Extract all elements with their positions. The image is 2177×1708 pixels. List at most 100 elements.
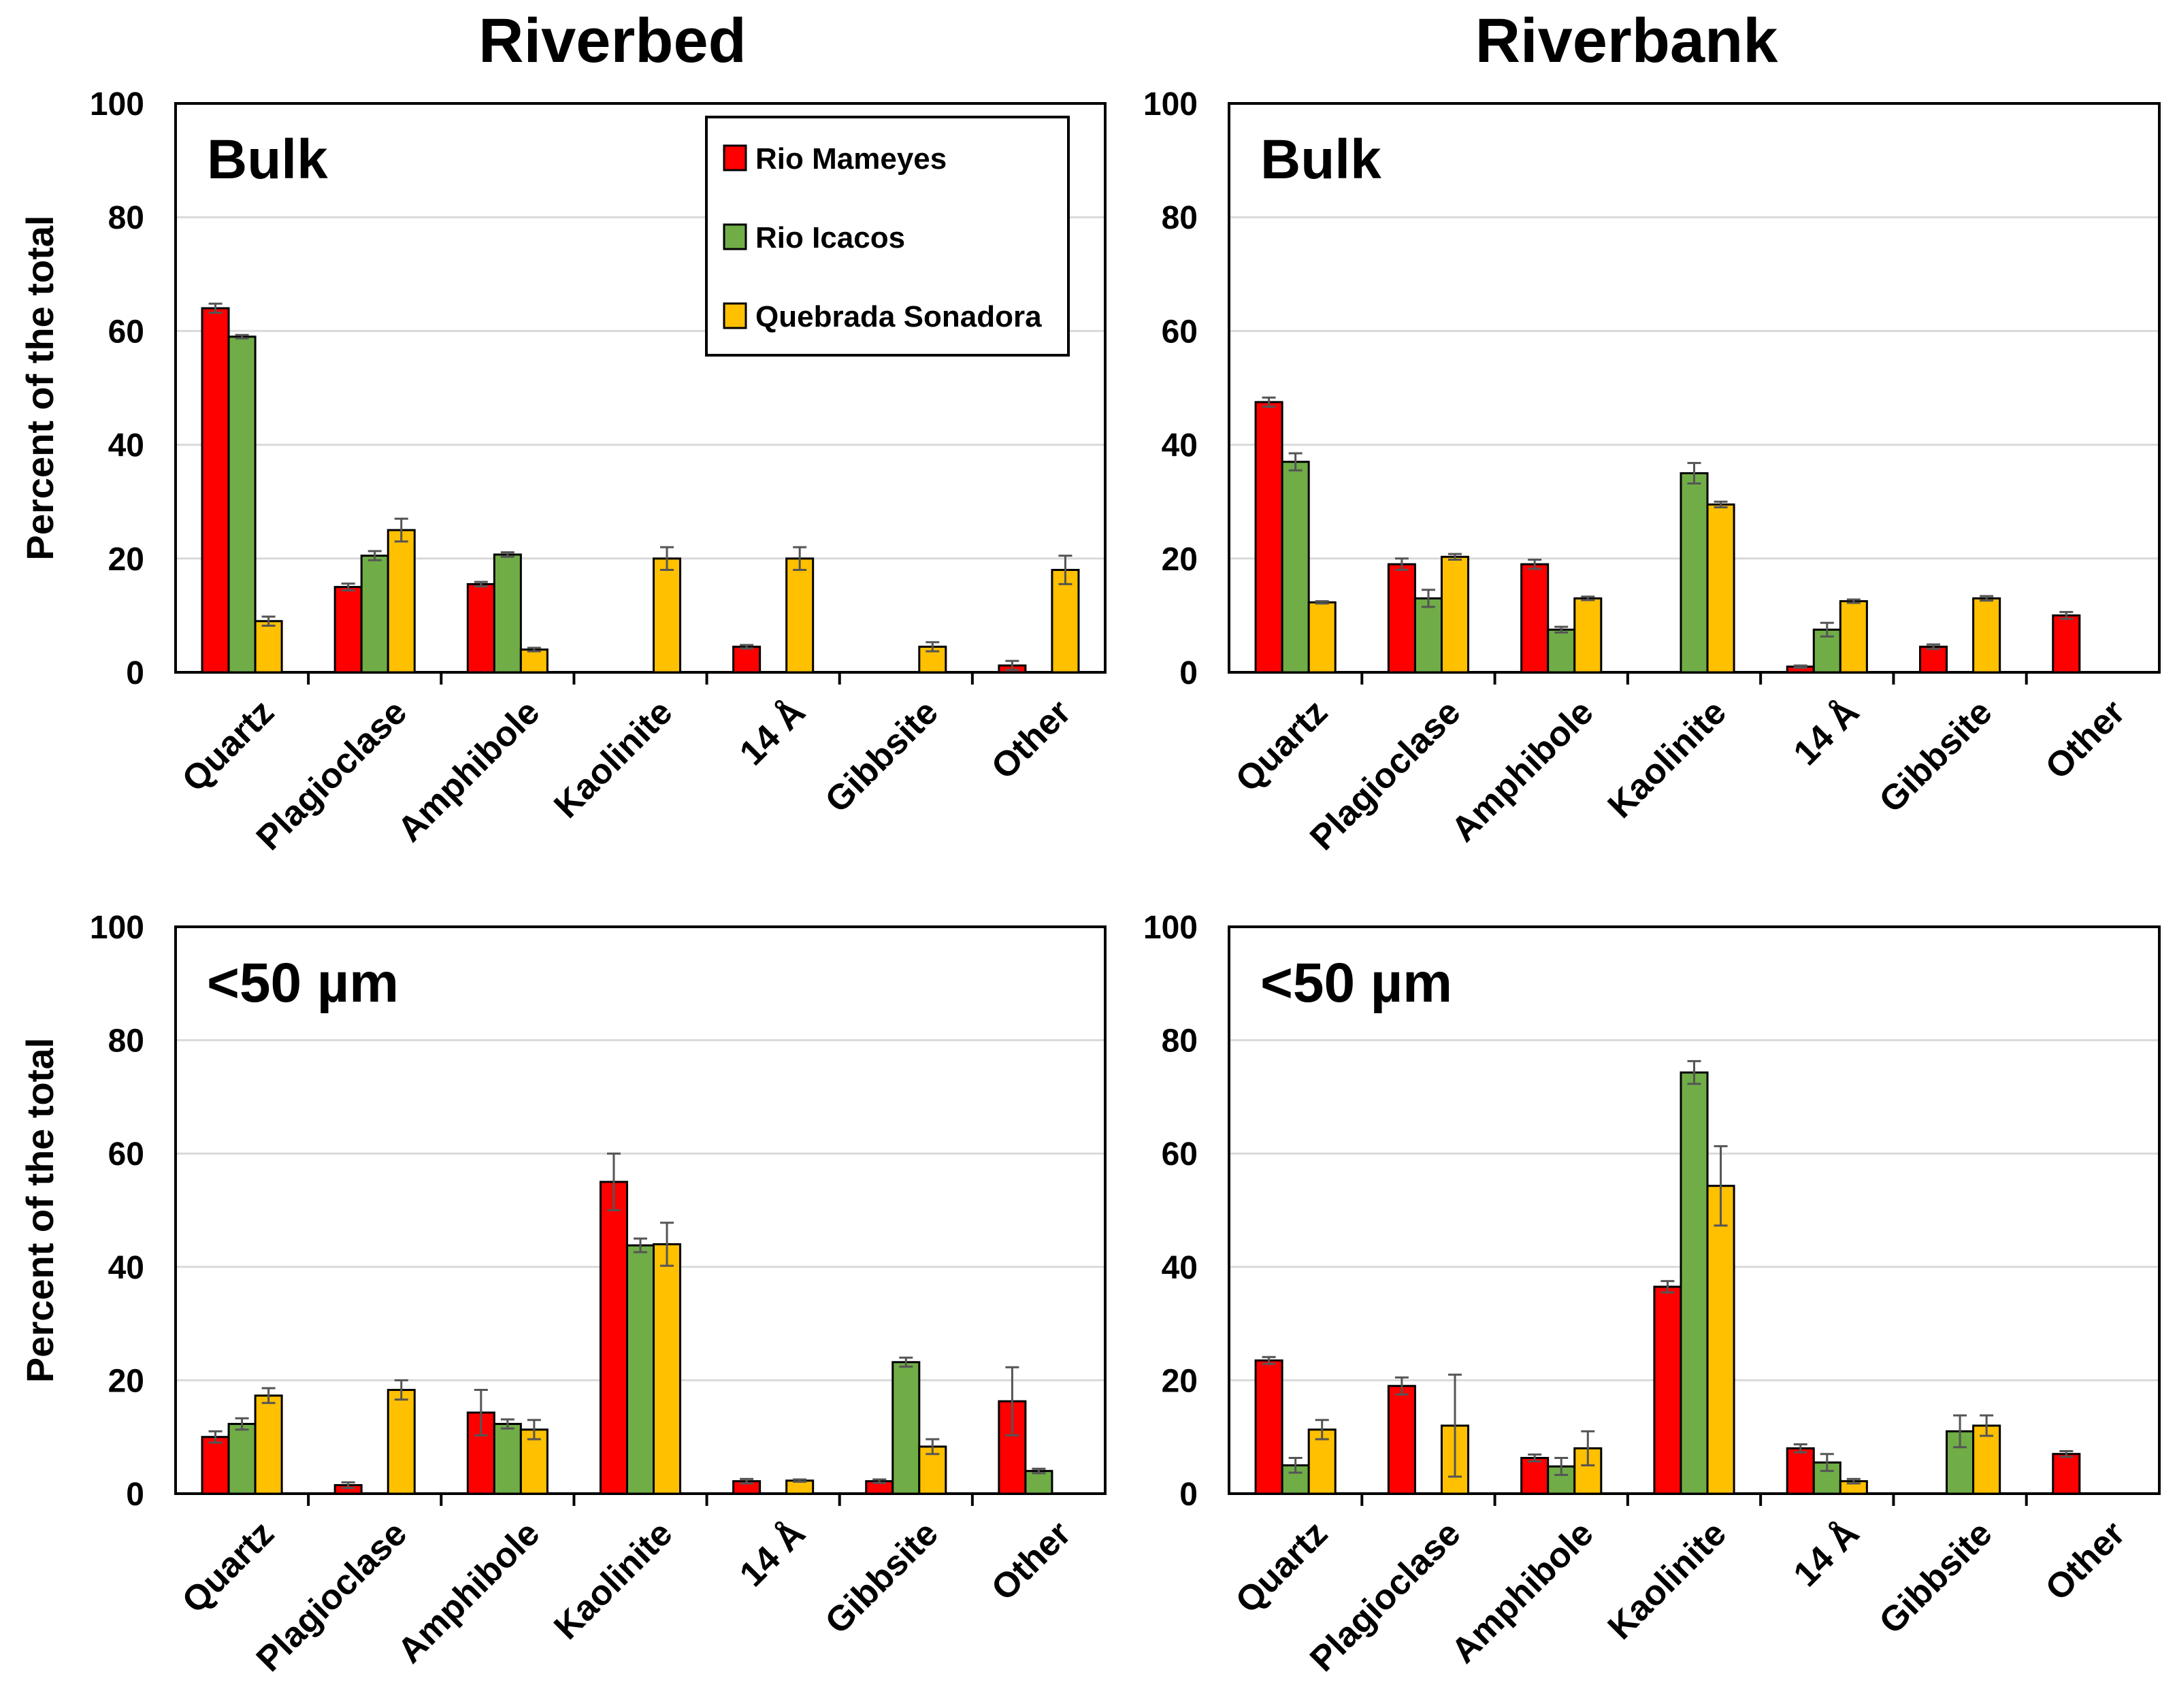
- p2-bar-quebrada-sonadora-quartz: [1307, 601, 1337, 674]
- p4-ytick-label: 40: [1162, 1250, 1198, 1286]
- p2-category-label-14: 14 Å: [1786, 692, 1867, 773]
- p4-category-label-gibbsite: Gibbsite: [1871, 1513, 1999, 1641]
- p1-category-label-other: Other: [984, 692, 1079, 787]
- p1-bar-quebrada-sonadora-other: [1051, 569, 1080, 674]
- p3-category-label-quartz: Quartz: [175, 1513, 282, 1620]
- p2-category-label-other: Other: [2038, 692, 2133, 787]
- p4-bar-rio-mameyes-amphibole: [1520, 1457, 1550, 1495]
- p3-ytick-label: 60: [108, 1136, 144, 1172]
- p3-ytick-label: 40: [108, 1250, 144, 1286]
- p1-category-label-quartz: Quartz: [175, 692, 282, 799]
- p1-ytick-label: 0: [126, 655, 144, 691]
- p4-ytick-label: 60: [1162, 1136, 1198, 1172]
- p2-panel-label: Bulk: [1260, 129, 1381, 191]
- p4-bar-quebrada-sonadora-gibbsite: [1972, 1424, 2001, 1495]
- p2-bar-rio-mameyes-other: [2052, 614, 2081, 674]
- legend-swatch-rio-mameyes: [723, 144, 747, 171]
- p1-ytick-label: 40: [108, 428, 144, 464]
- p4-bar-rio-mameyes-plagioclase: [1387, 1385, 1416, 1495]
- p4-bar-rio-mameyes-other: [2052, 1453, 2081, 1495]
- p3-bar-rio-mameyes-quartz: [201, 1436, 230, 1495]
- p2-bar-quebrada-sonadora-amphibole: [1573, 597, 1603, 674]
- p4-ytick-label: 0: [1179, 1477, 1198, 1513]
- p3-bar-rio-icacos-other: [1024, 1470, 1053, 1495]
- p1-bar-quebrada-sonadora-amphibole: [519, 648, 549, 674]
- column-title-riverbank: Riverbank: [1475, 6, 1778, 76]
- p1-bar-quebrada-sonadora-quartz: [254, 620, 283, 674]
- p1-bar-rio-icacos-quartz: [227, 335, 257, 674]
- p3-category-label-kaolinite: Kaolinite: [546, 1513, 680, 1647]
- p1-bar-quebrada-sonadora-14: [785, 557, 815, 674]
- p3-bar-quebrada-sonadora-amphibole: [519, 1428, 549, 1495]
- p3-ytick-label: 100: [90, 910, 144, 946]
- p3-category-label-14: 14 Å: [732, 1513, 813, 1594]
- p2-ytick-label: 20: [1162, 542, 1198, 578]
- p2-ytick-label: 0: [1179, 655, 1198, 691]
- p3-category-label-gibbsite: Gibbsite: [818, 1513, 946, 1641]
- p1-ytick-label: 80: [108, 200, 144, 236]
- p3-ytick-label: 20: [108, 1363, 144, 1399]
- legend-swatch-quebrada-sonadora: [723, 302, 747, 329]
- legend-label-quebrada-sonadora: Quebrada Sonadora: [755, 300, 1042, 333]
- p2-ytick-label: 40: [1162, 428, 1198, 464]
- p3-ylabel: Percent of the total: [18, 1038, 61, 1383]
- p1-bar-quebrada-sonadora-plagioclase: [387, 529, 416, 674]
- p1-bar-rio-icacos-amphibole: [493, 553, 522, 674]
- p1-ytick-label: 20: [108, 542, 144, 578]
- legend-swatch-rio-icacos: [723, 223, 747, 250]
- p4-bar-rio-mameyes-quartz: [1254, 1359, 1283, 1495]
- p3-panel-label: <50 µm: [207, 952, 399, 1014]
- p1-bar-rio-mameyes-quartz: [201, 307, 230, 674]
- p1-ylabel: Percent of the total: [18, 215, 61, 560]
- p3-bar-quebrada-sonadora-plagioclase: [387, 1389, 416, 1495]
- p4-bar-rio-icacos-kaolinite: [1680, 1071, 1709, 1495]
- p2-bar-rio-mameyes-plagioclase: [1387, 563, 1416, 674]
- legend-box: [705, 116, 1070, 357]
- legend-label-rio-icacos: Rio Icacos: [755, 221, 905, 254]
- p4-bar-rio-mameyes-kaolinite: [1653, 1285, 1682, 1495]
- p2-bar-quebrada-sonadora-plagioclase: [1440, 555, 1470, 674]
- p3-bar-rio-icacos-kaolinite: [625, 1244, 655, 1495]
- p2-bar-rio-mameyes-quartz: [1254, 401, 1283, 674]
- p4-ytick-label: 80: [1162, 1023, 1198, 1060]
- p4-category-label-quartz: Quartz: [1228, 1513, 1335, 1620]
- p4-panel-label: <50 µm: [1260, 952, 1452, 1014]
- p3-bar-quebrada-sonadora-kaolinite: [653, 1243, 682, 1495]
- p3-category-label-amphibole: Amphibole: [390, 1513, 547, 1671]
- p2-bar-quebrada-sonadora-14: [1839, 600, 1868, 674]
- p2-bar-rio-icacos-plagioclase: [1413, 597, 1443, 674]
- p1-ytick-label: 60: [108, 314, 144, 350]
- p1-ytick-label: 100: [90, 86, 144, 122]
- p3-ytick-label: 80: [108, 1023, 144, 1060]
- p1-bar-rio-icacos-plagioclase: [360, 555, 389, 674]
- p1-bar-rio-mameyes-amphibole: [466, 582, 495, 674]
- p3-ytick-label: 0: [126, 1477, 144, 1513]
- p3-bar-rio-icacos-gibbsite: [891, 1361, 921, 1495]
- p1-bar-rio-mameyes-14: [732, 645, 762, 674]
- p4-category-label-14: 14 Å: [1786, 1513, 1867, 1594]
- column-title-riverbed: Riverbed: [478, 6, 747, 76]
- p4-category-label-other: Other: [2038, 1513, 2133, 1608]
- p1-category-label-14: 14 Å: [732, 692, 813, 773]
- p4-category-label-amphibole: Amphibole: [1444, 1513, 1601, 1671]
- p3-bar-quebrada-sonadora-quartz: [254, 1394, 283, 1495]
- p2-bar-rio-icacos-kaolinite: [1680, 472, 1709, 674]
- p4-bar-quebrada-sonadora-quartz: [1307, 1428, 1337, 1495]
- p1-bar-rio-mameyes-plagioclase: [333, 586, 363, 674]
- p2-bar-quebrada-sonadora-kaolinite: [1706, 503, 1735, 674]
- p2-bar-rio-mameyes-amphibole: [1520, 563, 1550, 674]
- p2-category-label-kaolinite: Kaolinite: [1601, 692, 1734, 825]
- p2-ytick-label: 80: [1162, 200, 1198, 236]
- p1-category-label-gibbsite: Gibbsite: [818, 692, 946, 820]
- p4-category-label-kaolinite: Kaolinite: [1601, 1513, 1734, 1647]
- p4-bar-rio-mameyes-14: [1786, 1447, 1815, 1495]
- p4-bar-rio-icacos-amphibole: [1547, 1465, 1576, 1495]
- p4-ytick-label: 20: [1162, 1363, 1198, 1399]
- p3-category-label-other: Other: [984, 1513, 1079, 1608]
- p2-bar-rio-icacos-quartz: [1281, 461, 1310, 674]
- p2-category-label-quartz: Quartz: [1228, 692, 1335, 799]
- p3-bar-rio-icacos-quartz: [227, 1423, 257, 1495]
- p1-category-label-kaolinite: Kaolinite: [546, 692, 680, 825]
- legend-label-rio-mameyes: Rio Mameyes: [755, 142, 947, 176]
